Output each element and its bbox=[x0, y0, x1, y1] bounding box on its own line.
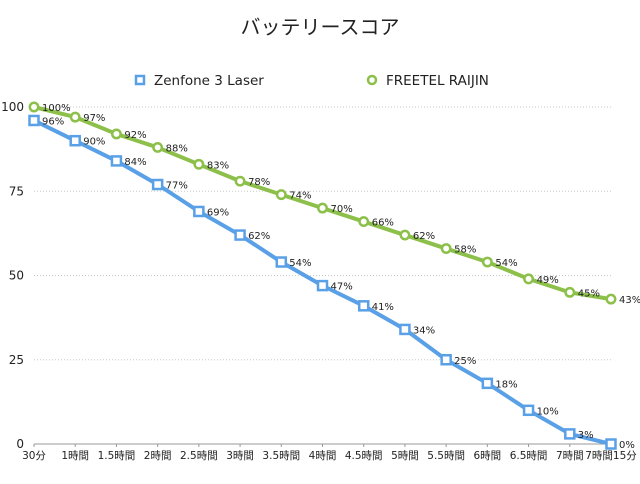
x-tick-label: 6時間 bbox=[474, 450, 502, 462]
data-point bbox=[359, 301, 368, 310]
data-label: 0% bbox=[619, 440, 635, 451]
data-point bbox=[607, 440, 616, 449]
data-label: 34% bbox=[413, 325, 435, 336]
x-axis-ticks: 30分 1時間 1.5時間 2時間 2.5時間 3時間 3.5時間 4時間 4.5時間 5時間 5.… bbox=[22, 444, 637, 462]
data-label: 97% bbox=[83, 113, 105, 124]
y-tick-label: 100 bbox=[1, 100, 24, 114]
x-tick-label: 5.5時間 bbox=[427, 450, 465, 462]
data-point bbox=[194, 207, 203, 216]
data-point bbox=[524, 406, 533, 415]
data-label: 77% bbox=[166, 181, 188, 192]
x-tick-label: 4.5時間 bbox=[345, 450, 383, 462]
legend-marker bbox=[136, 76, 144, 84]
data-label: 10% bbox=[537, 406, 559, 417]
data-label: 96% bbox=[42, 116, 64, 127]
x-tick-label: 5時間 bbox=[391, 450, 419, 462]
data-point bbox=[524, 275, 532, 283]
data-label: 18% bbox=[495, 379, 517, 390]
data-label: 54% bbox=[289, 258, 311, 269]
legend-item: Zenfone 3 Laser bbox=[136, 73, 264, 89]
data-point bbox=[565, 429, 574, 438]
data-point bbox=[483, 258, 491, 266]
data-label: 45% bbox=[578, 288, 600, 299]
legend: Zenfone 3 Laser FREETEL RAIJIN bbox=[136, 73, 489, 89]
x-tick-label: 2時間 bbox=[144, 450, 172, 462]
x-tick-label: 2.5時間 bbox=[180, 450, 218, 462]
x-tick-label: 7時間 bbox=[556, 450, 584, 462]
data-label: 62% bbox=[413, 231, 435, 242]
legend-label: FREETEL RAIJIN bbox=[386, 73, 489, 89]
data-point bbox=[318, 281, 327, 290]
data-point bbox=[360, 217, 368, 225]
data-point bbox=[112, 156, 121, 165]
data-label: 70% bbox=[331, 204, 353, 215]
legend-label: Zenfone 3 Laser bbox=[154, 73, 264, 89]
chart-title: バッテリースコア bbox=[241, 15, 400, 39]
data-point bbox=[71, 113, 79, 121]
data-point bbox=[442, 355, 451, 364]
y-tick-label: 0 bbox=[16, 437, 24, 451]
data-point bbox=[30, 103, 38, 111]
data-label: 66% bbox=[372, 218, 394, 229]
data-label: 78% bbox=[248, 177, 270, 188]
data-point bbox=[71, 136, 80, 145]
data-label: 3% bbox=[578, 430, 594, 441]
data-label: 58% bbox=[454, 245, 476, 256]
data-label: 90% bbox=[83, 137, 105, 148]
data-point bbox=[401, 231, 409, 239]
y-axis-ticks: 0 25 50 75 100 bbox=[1, 100, 24, 451]
y-tick-label: 75 bbox=[9, 184, 24, 198]
data-point bbox=[112, 130, 120, 138]
data-point bbox=[236, 231, 245, 240]
data-point bbox=[153, 143, 161, 151]
data-label: 100% bbox=[42, 103, 71, 114]
data-label: 92% bbox=[124, 130, 146, 141]
x-tick-label: 7時間15分 bbox=[585, 450, 637, 462]
data-label: 25% bbox=[454, 356, 476, 367]
data-label: 54% bbox=[495, 258, 517, 269]
x-tick-label: 1時間 bbox=[61, 450, 89, 462]
x-tick-label: 3時間 bbox=[226, 450, 254, 462]
data-point bbox=[400, 325, 409, 334]
x-tick-label: 1.5時間 bbox=[98, 450, 136, 462]
data-label: 49% bbox=[537, 275, 559, 286]
data-point bbox=[442, 244, 450, 252]
x-tick-label: 6.5時間 bbox=[510, 450, 548, 462]
data-label: 62% bbox=[248, 231, 270, 242]
data-label: 43% bbox=[619, 295, 640, 306]
y-tick-label: 50 bbox=[9, 269, 24, 283]
legend-item: FREETEL RAIJIN bbox=[368, 73, 489, 89]
data-label: 88% bbox=[166, 143, 188, 154]
x-tick-label: 3.5時間 bbox=[262, 450, 300, 462]
data-point bbox=[318, 204, 326, 212]
data-point bbox=[195, 160, 203, 168]
data-label: 47% bbox=[331, 282, 353, 293]
data-label: 74% bbox=[289, 191, 311, 202]
legend-marker bbox=[368, 76, 376, 84]
data-point bbox=[236, 177, 244, 185]
data-label: 84% bbox=[124, 157, 146, 168]
data-label: 41% bbox=[372, 302, 394, 313]
data-point bbox=[277, 190, 285, 198]
data-point bbox=[566, 288, 574, 296]
data-point bbox=[483, 379, 492, 388]
data-label: 69% bbox=[207, 207, 229, 218]
data-point bbox=[607, 295, 615, 303]
x-tick-label: 30分 bbox=[22, 450, 46, 462]
data-point bbox=[153, 180, 162, 189]
data-label: 83% bbox=[207, 160, 229, 171]
y-tick-label: 25 bbox=[9, 353, 24, 367]
data-point bbox=[277, 258, 286, 267]
data-point bbox=[30, 116, 39, 125]
x-tick-label: 4時間 bbox=[309, 450, 337, 462]
series-layer: 100% 97% 92% 88% 83% 78% 74% 70% 66% 62% 58% 54% 49%… bbox=[30, 103, 640, 451]
